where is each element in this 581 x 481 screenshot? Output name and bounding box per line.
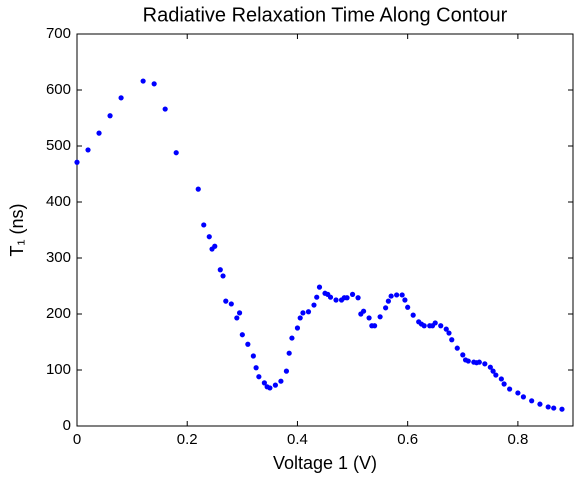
point — [438, 323, 444, 329]
point — [85, 147, 91, 153]
point — [118, 95, 124, 101]
point — [253, 365, 259, 371]
point — [267, 385, 273, 391]
point — [316, 284, 323, 290]
point — [482, 361, 488, 367]
point — [286, 350, 292, 356]
point — [283, 368, 290, 374]
point — [250, 353, 256, 359]
x-tick-label: 0 — [73, 431, 81, 448]
point — [239, 332, 245, 338]
point — [399, 292, 405, 298]
point — [344, 295, 350, 301]
x-tick-label: 0.6 — [397, 431, 418, 448]
point — [559, 406, 565, 412]
point — [349, 291, 356, 297]
point — [327, 294, 334, 300]
point — [74, 159, 80, 165]
point — [223, 298, 229, 304]
point — [460, 352, 466, 358]
point — [300, 310, 306, 316]
y-tick-label: 100 — [46, 361, 71, 378]
point — [507, 386, 513, 392]
point — [537, 401, 543, 407]
point — [314, 294, 320, 300]
point — [372, 323, 378, 329]
y-tick-label: 200 — [46, 305, 71, 322]
y-tick-label: 300 — [46, 249, 71, 266]
point — [173, 150, 179, 156]
point — [278, 378, 284, 384]
point — [217, 267, 223, 273]
point — [256, 374, 262, 380]
point — [261, 380, 267, 386]
point — [289, 335, 295, 341]
y-axis-label: T₁ (ns) — [7, 203, 27, 256]
point — [294, 325, 301, 331]
point — [305, 309, 312, 315]
x-axis-label: Voltage 1 (V) — [273, 453, 377, 473]
point — [529, 398, 535, 404]
point — [501, 381, 507, 387]
point — [493, 372, 499, 378]
point — [476, 359, 482, 365]
point — [201, 222, 207, 228]
point — [195, 186, 201, 192]
point — [545, 404, 551, 410]
point — [410, 312, 416, 318]
y-tick-label: 500 — [46, 137, 71, 154]
y-tick-label: 0 — [63, 417, 71, 434]
x-tick-label: 0.4 — [287, 431, 308, 448]
point — [297, 315, 303, 321]
point — [366, 315, 372, 321]
y-tick-label: 700 — [46, 25, 71, 42]
point — [212, 243, 218, 249]
point — [402, 297, 408, 303]
point — [490, 368, 496, 374]
point — [333, 297, 339, 303]
y-tick-label: 600 — [46, 81, 71, 98]
point — [206, 234, 212, 240]
point — [140, 78, 146, 84]
point — [377, 314, 383, 320]
point — [107, 113, 113, 119]
point — [551, 405, 557, 411]
point — [234, 315, 240, 321]
point — [96, 130, 102, 136]
point — [151, 81, 157, 87]
point — [383, 305, 389, 311]
point — [272, 382, 278, 388]
point — [443, 326, 449, 332]
point — [228, 301, 234, 307]
point — [394, 292, 400, 298]
point — [515, 390, 521, 396]
point — [311, 302, 317, 308]
point — [405, 304, 411, 310]
point — [465, 358, 471, 364]
point — [360, 308, 367, 314]
point — [454, 345, 460, 351]
point — [245, 341, 251, 347]
plot-frame — [76, 33, 574, 427]
point — [432, 320, 438, 326]
point — [220, 273, 226, 279]
point — [498, 376, 504, 382]
y-tick-label: 400 — [46, 193, 71, 210]
point — [446, 330, 452, 336]
point — [449, 337, 455, 343]
point — [520, 394, 527, 400]
point — [355, 295, 361, 301]
point — [421, 323, 427, 329]
point — [385, 298, 391, 304]
point — [388, 293, 394, 299]
chart-title: Radiative Relaxation Time Along Contour — [143, 4, 508, 26]
point — [487, 364, 493, 370]
x-tick-label: 0.8 — [507, 431, 528, 448]
point — [162, 106, 168, 112]
x-tick-label: 0.2 — [177, 431, 198, 448]
point — [236, 310, 243, 316]
